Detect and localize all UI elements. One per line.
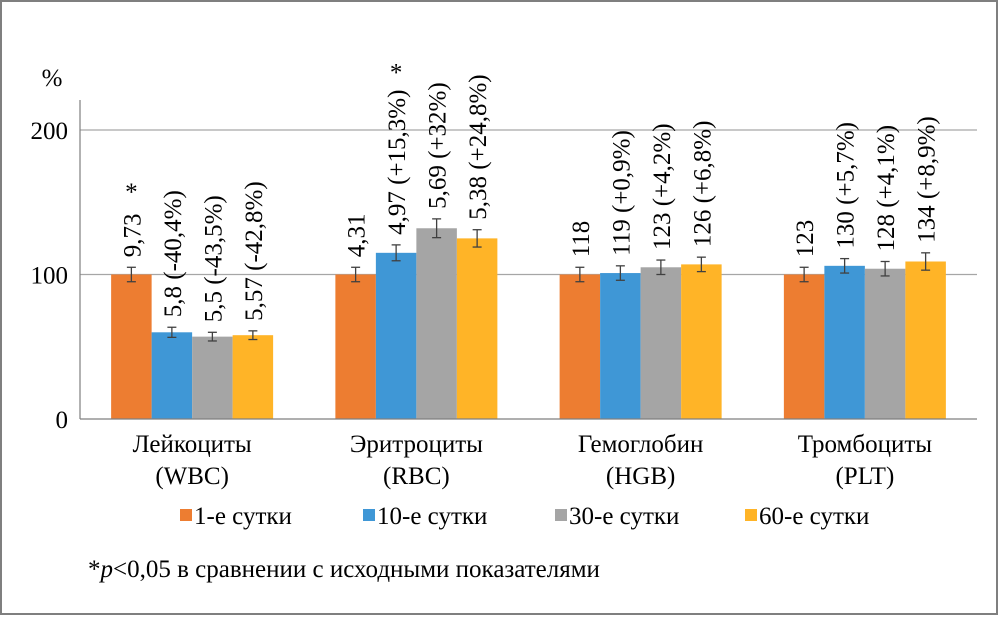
data-label-2-2: 4,97 (+15,3%) — [384, 90, 411, 235]
bar-4-4 — [905, 261, 946, 419]
legend-label-2: 10-е сутки — [377, 503, 487, 530]
data-label-1-4: 5,57 (-42,8%) — [241, 181, 268, 321]
category-label-2: Эритроциты — [350, 431, 483, 458]
data-label-1-3: 5,5 (-43,5%) — [200, 195, 227, 322]
legend-label-3: 30-е сутки — [569, 503, 679, 530]
data-label-2-4: 5,38 (+24,8%) — [465, 74, 492, 219]
data-label-4-4: 134 (+8,9%) — [914, 116, 941, 243]
legend-label-4: 60-е сутки — [759, 503, 869, 530]
bars — [111, 228, 946, 419]
bar-2-1 — [335, 274, 376, 419]
axes: 0 100 200% Лейкоциты (WBC) Эритроциты (RBC) Гем… — [31, 65, 977, 490]
data-label-1-2: 5,8 (-40,4%) — [160, 190, 187, 317]
data-label-4-1: 123 — [792, 220, 819, 258]
bar-1-1 — [111, 274, 152, 419]
legend-swatch-2 — [363, 509, 375, 521]
data-label-2-1: 4,31 — [344, 214, 371, 258]
y-tick-label-200: 200 — [31, 118, 69, 145]
data-label-2-3: 5,69 (+32%) — [425, 82, 452, 209]
bar-1-3 — [192, 336, 233, 419]
data-label-3-1: 118 — [568, 221, 595, 258]
legend-swatch-4 — [745, 509, 757, 521]
bar-4-3 — [864, 268, 906, 419]
data-label-4-3: 128 (+4,1%) — [873, 125, 900, 252]
legend-swatch-3 — [555, 509, 567, 521]
y-axis-label: % — [42, 65, 63, 92]
bar-4-1 — [783, 274, 825, 419]
y-tick-label-0: 0 — [56, 407, 69, 434]
bar-2-2 — [375, 252, 417, 419]
legend: 1-е сутки 10-е сутки 30-е сутки 60-е сутки — [180, 503, 869, 530]
bar-2-3 — [416, 228, 457, 419]
y-tick-label-100: 100 — [31, 263, 69, 290]
footnote-text: <0,05 в сравнении с исходными показателя… — [113, 556, 600, 583]
footnote-p: p — [100, 556, 114, 583]
category-label-3: Гемоглобин — [578, 431, 703, 458]
category-sublabel-1: (WBC) — [155, 463, 229, 490]
footnote: *p<0,05 в сравнении с исходными показате… — [88, 556, 600, 584]
data-label-3-3: 123 (+4,2%) — [649, 123, 676, 250]
footnote-star: * — [88, 556, 101, 583]
category-sublabel-2: (RBC) — [383, 463, 450, 490]
bar-1-4 — [232, 335, 274, 419]
category-label-1: Лейкоциты — [133, 431, 252, 458]
legend-label-1: 1-е сутки — [194, 503, 292, 530]
category-sublabel-4: (PLT) — [835, 463, 894, 490]
bar-4-2 — [824, 265, 865, 419]
bar-3-1 — [559, 274, 601, 419]
bar-3-3 — [640, 267, 682, 419]
data-labels: 9,73 * 5,8 (-40,4%) 5,5 (-43,5%) 5,57 (-42,8… — [119, 59, 940, 322]
category-sublabel-3: (HGB) — [606, 463, 675, 490]
data-label-3-4: 126 (+6,8%) — [689, 121, 716, 248]
bar-3-2 — [600, 273, 641, 419]
bar-3-4 — [681, 264, 722, 419]
error-bars — [126, 218, 931, 342]
bar-1-2 — [151, 332, 193, 419]
data-label-4-2: 130 (+5,7%) — [833, 122, 860, 249]
significance-star-1-1: * — [125, 179, 138, 206]
significance-star-2-2: * — [390, 59, 403, 86]
legend-swatch-1 — [180, 509, 192, 521]
data-label-3-2: 119 (+0,9%) — [608, 130, 635, 256]
data-label-1-1: 9,73 — [119, 214, 146, 258]
category-label-4: Тромбоциты — [798, 431, 933, 458]
bar-2-4 — [456, 238, 498, 419]
